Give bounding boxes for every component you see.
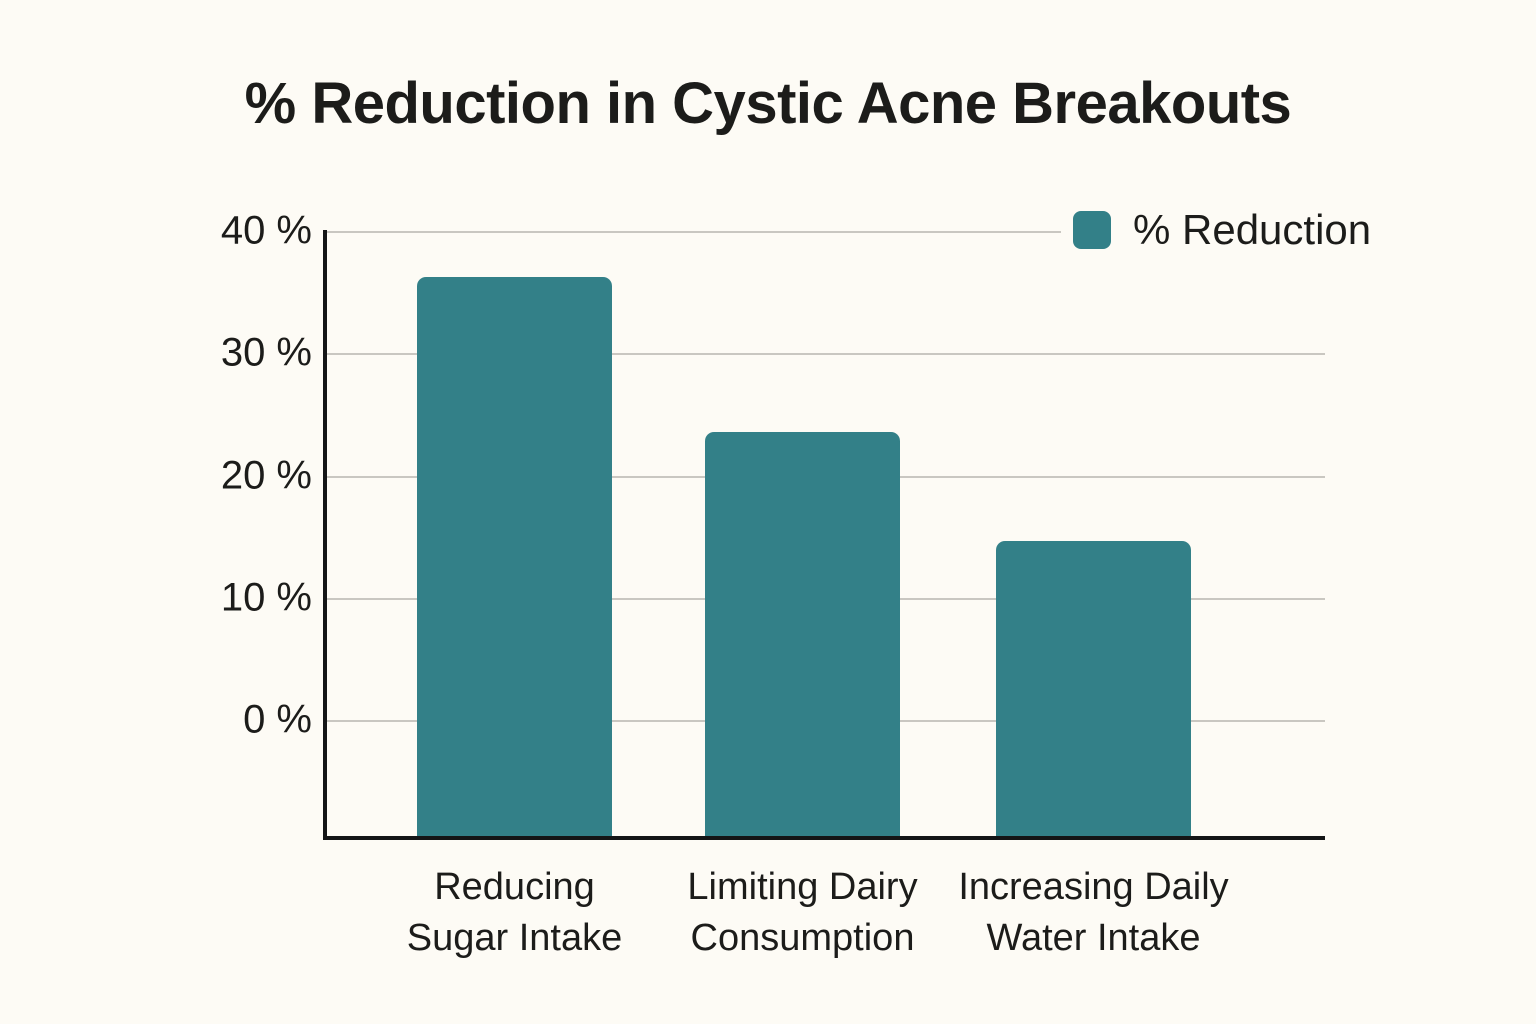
bar-limiting-dairy-consumption [705, 432, 900, 838]
gridline-40 [326, 231, 1325, 233]
x-label-reducing-sugar-intake: Reducing Sugar Intake [406, 866, 623, 959]
bar-increasing-daily-water-intake [996, 541, 1191, 838]
y-tick-label-40: 40 % [220, 208, 312, 253]
x-label-increasing-daily-water-intake: Increasing Daily Water Intake [958, 866, 1229, 959]
legend-swatch-icon [1073, 211, 1111, 249]
x-axis-line [323, 836, 1325, 840]
gridline-30 [326, 353, 1325, 356]
legend-label: % Reduction [1133, 206, 1372, 253]
bar-reducing-sugar-intake [417, 277, 612, 838]
y-tick-label-10: 10 % [220, 575, 312, 620]
y-tick-label-20: 20 % [220, 453, 312, 498]
y-tick-label-30: 30 % [220, 330, 312, 375]
y-axis-line [323, 230, 327, 840]
x-label-limiting-dairy-consumption: Limiting Dairy Consumption [687, 866, 918, 959]
legend: % Reduction [1061, 196, 1386, 264]
chart-title: % Reduction in Cystic Acne Breakouts [244, 71, 1292, 136]
y-tick-label-0: 0 % [243, 697, 312, 742]
